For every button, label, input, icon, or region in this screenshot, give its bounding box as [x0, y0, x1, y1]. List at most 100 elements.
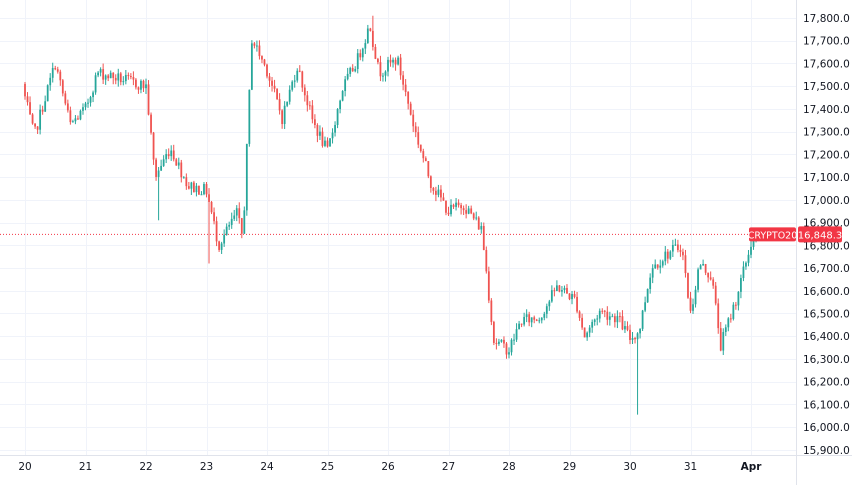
- candle: [313, 114, 316, 129]
- candle: [31, 113, 34, 125]
- candle-body: [356, 53, 359, 70]
- candle: [145, 78, 147, 94]
- candle: [669, 250, 672, 261]
- candle-body: [558, 285, 561, 292]
- candle: [59, 69, 62, 86]
- candle-body: [44, 101, 47, 112]
- candle: [371, 15, 374, 51]
- candle: [308, 101, 311, 110]
- candle-body: [145, 84, 147, 89]
- candle: [414, 122, 417, 138]
- candle-body: [97, 72, 100, 76]
- candle-body: [694, 289, 697, 305]
- candle: [508, 347, 510, 359]
- candle: [440, 185, 442, 202]
- candle: [450, 199, 452, 217]
- candle-body: [208, 194, 210, 202]
- candle: [248, 89, 251, 147]
- candle: [366, 24, 369, 44]
- candle-body: [124, 74, 127, 82]
- candle: [513, 333, 515, 345]
- candle-body: [24, 83, 26, 97]
- last-price-tag: 16,848.3: [798, 226, 842, 243]
- candle-body: [697, 269, 699, 290]
- candle-body: [714, 285, 717, 304]
- candle: [616, 310, 619, 329]
- candle-body: [661, 261, 664, 266]
- candle-body: [500, 339, 503, 342]
- candle: [291, 80, 294, 92]
- grid: [0, 0, 796, 455]
- candle: [518, 320, 520, 330]
- y-tick-label: 17,400.0: [803, 104, 850, 116]
- candle: [427, 161, 430, 179]
- candle: [750, 241, 752, 259]
- candle-body: [54, 68, 57, 70]
- candle: [407, 91, 410, 110]
- candle-body: [624, 326, 626, 330]
- candle: [44, 95, 47, 113]
- candle: [258, 40, 261, 60]
- candle-body: [278, 99, 281, 111]
- candle: [334, 121, 336, 137]
- candle-body: [344, 79, 347, 92]
- candle: [203, 182, 205, 196]
- candle-body: [82, 107, 84, 111]
- candle-body: [611, 316, 614, 318]
- candle: [480, 222, 483, 234]
- candle: [535, 318, 538, 322]
- candle: [455, 198, 457, 211]
- candle: [112, 72, 115, 85]
- candle: [475, 211, 478, 221]
- y-tick-label: 17,500.0: [803, 81, 850, 93]
- candle: [286, 101, 289, 108]
- candle-body: [752, 240, 755, 247]
- candle-body: [135, 79, 137, 88]
- candle-body: [419, 144, 422, 152]
- candle: [545, 303, 548, 319]
- candle: [724, 324, 727, 336]
- candle: [445, 200, 447, 216]
- candle-body: [664, 251, 667, 262]
- candle: [654, 259, 657, 270]
- candle-body: [553, 290, 556, 292]
- candle-body: [258, 45, 261, 57]
- candle: [354, 66, 357, 73]
- candle: [157, 167, 160, 221]
- candle: [568, 293, 571, 301]
- candle-body: [404, 84, 407, 92]
- candle-body: [127, 74, 130, 77]
- candle-body: [747, 254, 750, 263]
- candle: [377, 57, 379, 65]
- y-tick-label: 16,600.0: [803, 286, 850, 298]
- candle: [548, 299, 551, 311]
- candle-body: [742, 266, 745, 279]
- candle-body: [218, 241, 221, 250]
- candle-body: [414, 126, 417, 133]
- candle-body: [573, 294, 576, 297]
- candle-body: [434, 190, 437, 195]
- candle: [192, 180, 195, 193]
- candle: [109, 70, 112, 79]
- candle-body: [64, 93, 67, 104]
- candle: [240, 217, 243, 239]
- candle-body: [659, 265, 662, 268]
- candle-body: [538, 320, 541, 322]
- candle-body: [613, 316, 616, 323]
- candle: [697, 267, 699, 293]
- candle-body: [543, 313, 546, 318]
- candle-body: [568, 293, 571, 300]
- y-tick-label: 16,700.0: [803, 263, 850, 275]
- candle: [586, 331, 589, 341]
- candle-body: [626, 326, 629, 330]
- candle-body: [59, 71, 62, 81]
- x-tick-label: 22: [139, 461, 152, 473]
- candle: [243, 206, 246, 234]
- candle-body: [313, 119, 316, 125]
- candle-body: [331, 132, 334, 139]
- candle: [699, 264, 702, 270]
- candle-body: [651, 268, 654, 278]
- candle: [515, 323, 518, 342]
- candle: [591, 319, 594, 333]
